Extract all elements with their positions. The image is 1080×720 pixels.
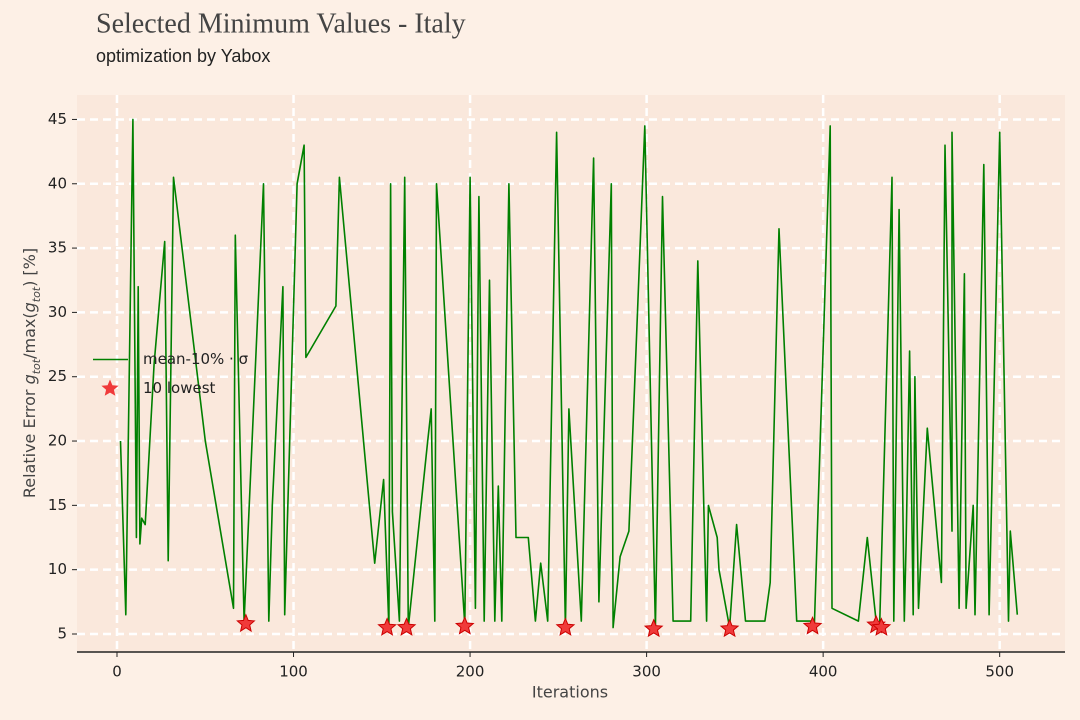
star-marker [871,617,892,636]
y-tick-label: 45 [48,110,67,128]
y-tick-label: 10 [48,560,67,578]
star-marker [719,618,740,638]
y-label-part: tot [30,358,43,374]
y-tick-label: 35 [48,239,67,257]
y-label-part: g [20,302,39,312]
legend-label: 10 lowest [143,379,216,397]
x-tick-label: 0 [112,663,122,681]
y-label-part: g [20,374,39,384]
x-tick-label: 500 [985,663,1014,681]
x-tick-label: 100 [279,663,308,681]
legend-star [101,379,119,396]
y-tick-label: 40 [48,174,67,192]
star-marker [377,617,397,636]
x-tick-label: 300 [632,663,661,681]
chart-title: Selected Minimum Values - Italy [96,8,466,39]
y-label-part: Relative Error [20,384,39,498]
y-tick-label: 15 [48,496,67,514]
star-marker [236,613,256,633]
x-axis-label: Iterations [532,683,608,702]
legend-label: mean-10% · σ [143,350,249,368]
y-tick-label: 30 [48,303,67,321]
star-marker [454,615,475,635]
data-line [119,118,1019,629]
star-marker [396,617,417,636]
plot-area [77,95,1065,652]
star-marker [802,615,823,635]
x-tick-label: 200 [456,663,485,681]
y-label-part: ) [%] [20,248,39,287]
x-tick-label: 400 [809,663,838,681]
star-marker [555,617,576,636]
star-marker [643,618,664,638]
y-tick-label: 5 [57,624,67,642]
y-axis-label: Relative Error gtot/max(gtot) [%] [20,248,43,498]
y-tick-label: 25 [48,367,67,385]
y-label-part: tot [30,286,43,302]
y-tick-label: 20 [48,432,67,450]
y-label-part: /max( [20,312,39,359]
chart-subtitle: optimization by Yabox [96,46,270,66]
